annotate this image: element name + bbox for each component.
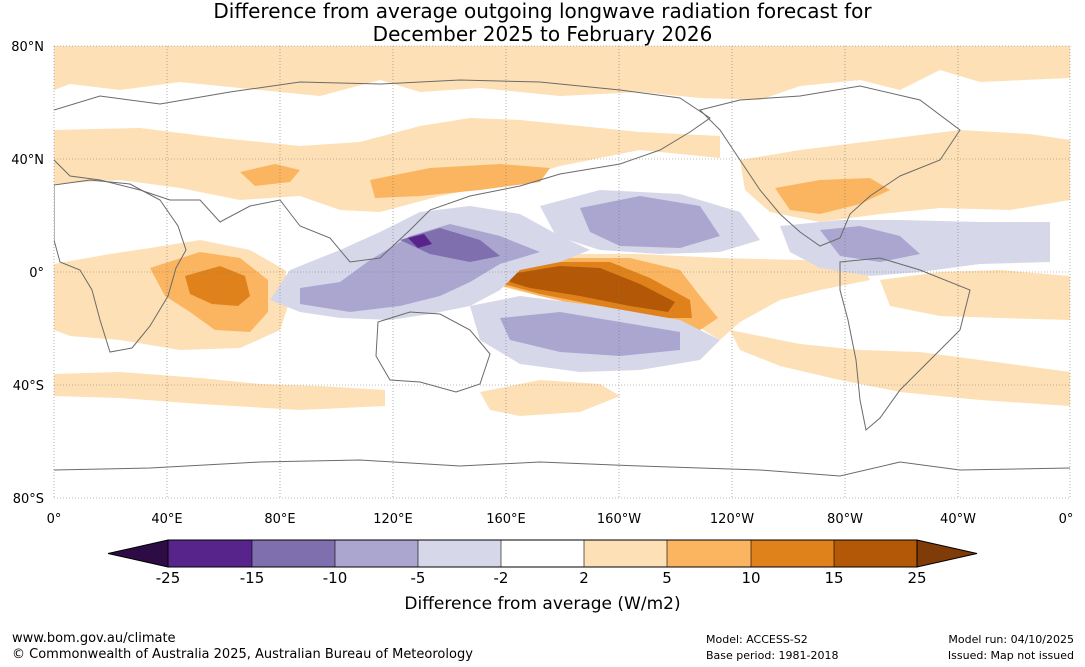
colorbar-ticks: -25 -15 -10 -5 -2 2 5 10 15 25: [156, 569, 927, 587]
lon-label-40w: 40°W: [940, 512, 976, 527]
negative-anomaly-south-pacific-mid: [500, 312, 680, 356]
colorbar-low-extension: [107, 539, 169, 568]
positive-anomaly-asia-core2: [240, 164, 300, 186]
positive-anomaly-south-indian: [54, 372, 385, 410]
lon-label-0-right: 0°: [1059, 512, 1074, 527]
colorbar-bin-5: [501, 540, 584, 567]
negative-anomaly-north-pacific-mid: [580, 196, 720, 248]
graticule: [53, 45, 1071, 499]
colorbar-label: Difference from average (W/m2): [404, 594, 681, 614]
coast-australia: [375, 311, 491, 393]
colorbar-tick: 15: [824, 569, 843, 587]
coast-north-america: [699, 85, 961, 247]
lat-label-40s: 40°S: [13, 379, 44, 394]
lat-label-80s: 80°S: [13, 492, 44, 507]
colorbar-tick: 25: [907, 569, 926, 587]
colorbar-bin-8: [751, 540, 834, 567]
footer-model-info: Model: ACCESS-S2 Base period: 1981-2018: [706, 632, 838, 664]
lon-label-120e: 120°E: [373, 512, 413, 527]
colorbar-bin-9: [834, 540, 917, 567]
positive-anomaly-central-pacific-core: [510, 266, 675, 312]
colorbar-bin-2: [252, 540, 335, 567]
positive-anomaly-asia-core: [370, 164, 550, 198]
negative-anomaly-maritime-core: [408, 234, 432, 248]
lat-label-40n: 40°N: [11, 153, 44, 168]
copyright-text: © Commonwealth of Australia 2025, Austra…: [12, 647, 473, 662]
positive-anomaly-south-pacific: [480, 380, 620, 416]
lon-label-80e: 80°E: [264, 512, 295, 527]
lat-label-80n: 80°N: [11, 40, 44, 55]
colorbar-tick: -10: [323, 569, 348, 587]
lon-label-80w: 80°W: [827, 512, 863, 527]
colorbar-tick: -25: [156, 569, 181, 587]
footer-left: www.bom.gov.au/climate © Commonwealth of…: [12, 631, 473, 663]
longitude-labels: 0° 40°E 80°E 120°E 160°E 160°W 120°W 80°…: [47, 512, 1074, 527]
lon-label-120w: 120°W: [710, 512, 754, 527]
lat-label-0: 0°: [29, 266, 44, 281]
coast-eurasia: [54, 79, 711, 263]
colorbar-tick: -2: [494, 569, 509, 587]
colorbar-bin-4: [418, 540, 501, 567]
colorbar-high-extension: [916, 539, 978, 568]
lon-label-0-left: 0°: [47, 512, 62, 527]
base-period: Base period: 1981-2018: [706, 649, 839, 662]
colorbar-bin-7: [667, 540, 751, 567]
issued-status: Issued: Map not issued: [947, 649, 1074, 662]
colorbar-tick: 2: [579, 569, 589, 587]
colorbar-bin-1: [168, 540, 252, 567]
positive-anomaly-arctic: [54, 46, 1070, 100]
lon-label-160w: 160°W: [597, 512, 641, 527]
title-line-2: December 2025 to February 2026: [372, 22, 713, 46]
positive-anomaly-asia: [54, 118, 720, 212]
positive-anomaly-south-america: [730, 330, 1070, 406]
anomaly-field: [54, 46, 1070, 499]
colorbar-tick: -15: [240, 569, 265, 587]
lon-label-160e: 160°E: [486, 512, 526, 527]
positive-anomaly-south-atlantic: [880, 270, 1070, 320]
coastlines: [54, 79, 1070, 477]
latitude-labels: 80°N 40°N 0° 40°S 80°S: [11, 40, 44, 507]
colorbar-tick: 10: [741, 569, 760, 587]
model-name: Model: ACCESS-S2: [706, 633, 808, 646]
coast-antarctica: [54, 459, 1070, 477]
colorbar: -25 -15 -10 -5 -2 2 5 10 15 25: [107, 539, 978, 587]
coast-africa: [54, 179, 187, 353]
model-run-date: Model run: 04/10/2025: [948, 633, 1074, 646]
colorbar-tick: -5: [411, 569, 426, 587]
map-title: Difference from average outgoing longwav…: [0, 0, 1085, 46]
website-link[interactable]: www.bom.gov.au/climate: [12, 631, 176, 646]
colorbar-tick: 5: [662, 569, 672, 587]
colorbar-bin-3: [335, 540, 418, 567]
positive-anomaly-north-america-core: [775, 178, 890, 214]
colorbar-bin-6: [584, 540, 667, 567]
positive-anomaly-indian-ocean-core: [185, 266, 250, 306]
lon-label-40e: 40°E: [151, 512, 182, 527]
coast-south-america: [839, 257, 971, 431]
title-line-1: Difference from average outgoing longwav…: [213, 0, 872, 23]
footer-run-info: Model run: 04/10/2025 Issued: Map not is…: [948, 632, 1074, 664]
